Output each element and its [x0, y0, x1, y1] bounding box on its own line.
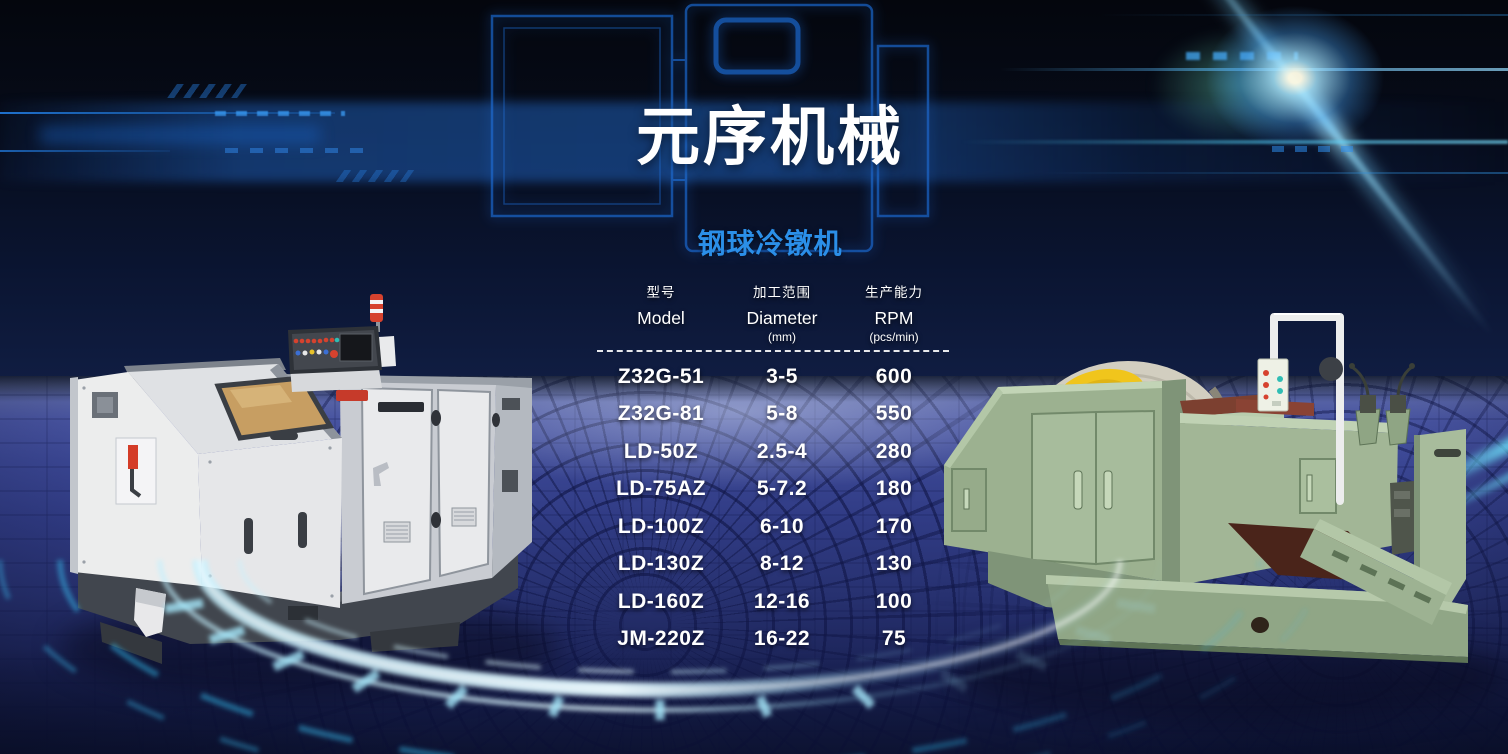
column-label-zh: 加工范围: [753, 285, 811, 300]
spec-table-header: 型号 Model 加工范围 Diameter (mm) 生产能力 RPM (pc…: [597, 281, 949, 345]
diameter-cell: 16-22: [753, 627, 811, 651]
circuit-hatch: [335, 170, 415, 182]
column-label-zh: 型号: [646, 285, 676, 300]
tool-post: [1385, 363, 1415, 446]
panel-buttons: [293, 337, 340, 358]
diameter-cell: 3-5: [766, 364, 798, 388]
circuit-dashes: [215, 111, 345, 116]
table-divider: [597, 350, 949, 352]
panel-handle: [298, 512, 307, 548]
clamp-mechanism: [1390, 481, 1416, 555]
door-handle: [1103, 470, 1113, 510]
lens-flare-core: [1205, 5, 1385, 151]
circuit-dashes: [225, 148, 375, 153]
machine-hood: [70, 358, 342, 608]
door-label-plate: [378, 402, 424, 412]
control-panel: [288, 294, 396, 401]
model-cell: JM-220Z: [617, 627, 705, 651]
rpm-cell: 170: [875, 514, 913, 538]
diameter-cell: 6-10: [759, 514, 805, 538]
model-cell: LD-130Z: [617, 552, 705, 576]
diameter-cell: 2.5-4: [756, 439, 808, 463]
rpm-cell: 100: [875, 589, 913, 613]
column-unit: (mm): [768, 330, 796, 344]
spec-table: 型号 Model 加工范围 Diameter (mm) 生产能力 RPM (pc…: [597, 281, 949, 658]
circuit-hatch: [167, 84, 247, 98]
rpm-cell: 600: [875, 364, 913, 388]
circuit-glow: [40, 126, 320, 144]
column-label-en: Model: [637, 308, 685, 328]
spec-table-rows: Z32G-51 3-5 600 Z32G-81 5-8 550 LD-50Z 2…: [597, 358, 949, 658]
page-title: 元序机械: [636, 101, 904, 173]
left-machine-image: [70, 294, 532, 664]
column-header-diameter: 加工范围 Diameter (mm): [725, 281, 839, 345]
model-cell: LD-100Z: [617, 514, 705, 538]
door-lever-handle: [373, 462, 389, 486]
column-header-model: 型号 Model: [597, 281, 725, 345]
column-label-zh: 生产能力: [865, 285, 923, 300]
cabinet-right: [1414, 429, 1466, 615]
circuit-line: [0, 150, 170, 152]
circuit-line: [0, 112, 335, 114]
diameter-cell: 5-7.2: [756, 477, 808, 501]
discharge-chute: [1228, 519, 1452, 625]
counterweight-ball: [1319, 357, 1343, 381]
window-handle: [270, 432, 298, 440]
page-subtitle: 钢球冷镦机: [697, 228, 843, 259]
warning-label: [336, 390, 368, 401]
model-cell: Z32G-81: [617, 402, 705, 426]
diameter-cell: 12-16: [753, 589, 811, 613]
diameter-cell: 8-12: [759, 552, 805, 576]
panel-screen: [339, 333, 373, 362]
light-streak: [1040, 172, 1508, 174]
cabinet-left: [944, 379, 1186, 583]
rpm-cell: 550: [875, 402, 913, 426]
tool-post: [1349, 363, 1381, 446]
model-cell: LD-75AZ: [616, 477, 706, 501]
panel-handle: [1434, 449, 1461, 457]
right-machine-image: [944, 313, 1468, 663]
control-pendant: [1257, 313, 1344, 505]
model-cell: Z32G-51: [617, 364, 705, 388]
column-unit: (pcs/min): [869, 330, 919, 344]
diameter-cell: 5-8: [766, 402, 798, 426]
machine-door-section: [280, 374, 532, 604]
rpm-cell: 130: [875, 552, 913, 576]
column-label-en: RPM: [874, 308, 914, 328]
rpm-cell: 280: [875, 439, 913, 463]
beacon-light: [370, 294, 383, 322]
model-cell: LD-50Z: [623, 439, 699, 463]
rpm-cell: 75: [881, 627, 907, 651]
panel-handle: [244, 518, 253, 554]
column-header-rpm: 生产能力 RPM (pcs/min): [839, 281, 949, 345]
column-label-en: Diameter: [746, 308, 818, 328]
rpm-cell: 180: [875, 477, 913, 501]
safety-switch: [115, 437, 157, 505]
machine-wireframe-drawing: [490, 3, 930, 253]
head-door: [1299, 458, 1337, 514]
door-handle: [1073, 470, 1083, 510]
model-cell: LD-160Z: [617, 589, 705, 613]
